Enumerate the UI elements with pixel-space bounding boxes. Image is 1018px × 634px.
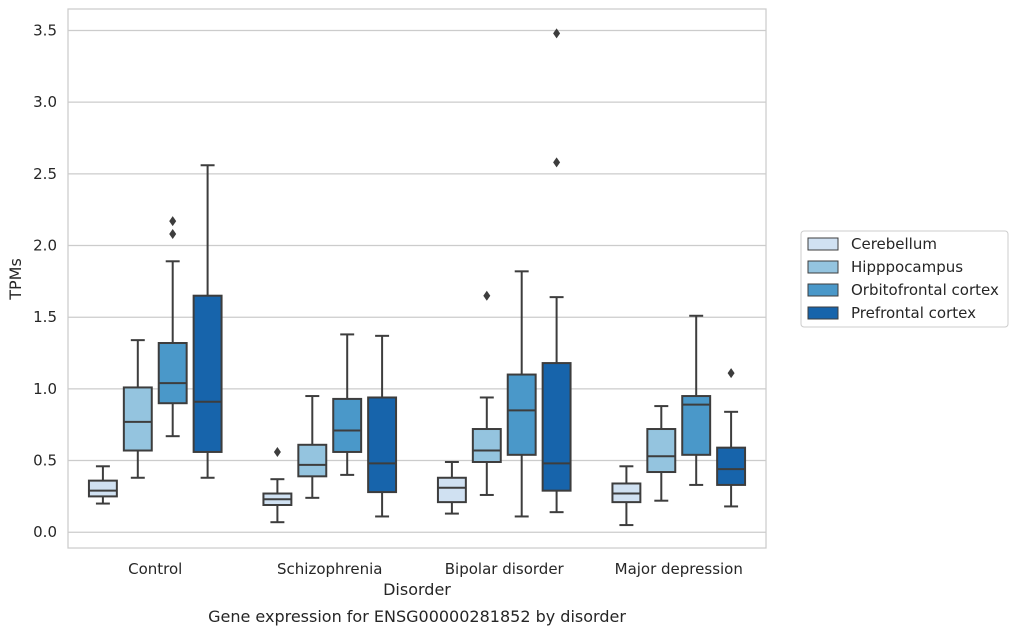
y-tick-label: 1.5 [33, 308, 57, 326]
y-tick-label: 3.0 [33, 93, 57, 111]
box-body [297, 443, 328, 478]
box-0-1 [122, 339, 153, 479]
y-tick-labels: 0.0 0.5 1.0 1.5 2.0 2.5 3.0 3.5 [33, 22, 57, 542]
box-0-0 [87, 465, 118, 505]
legend-swatch [807, 237, 839, 251]
box-3-1 [646, 405, 677, 502]
box-body [646, 428, 677, 474]
box-body [436, 476, 467, 504]
legend-label: Cerebellum [851, 235, 937, 253]
legend-label: Hipppocampus [851, 258, 963, 276]
legend-label: Prefrontal cortex [851, 304, 976, 322]
y-tick-label: 3.5 [33, 22, 57, 40]
x-tick-label: Major depression [615, 560, 743, 578]
x-tick-label: Bipolar disorder [445, 560, 565, 578]
box-body [367, 396, 398, 494]
box-body [87, 479, 118, 498]
legend-swatch [807, 306, 839, 320]
box-1-1 [297, 395, 328, 499]
box-3-3 [716, 368, 747, 508]
legend-label: Orbitofrontal cortex [851, 281, 999, 299]
box-3-0 [611, 465, 642, 527]
outlier-point [553, 28, 561, 39]
box-1-2 [332, 333, 363, 476]
legend-swatch [807, 260, 839, 274]
outlier-point [273, 446, 281, 457]
outlier-point [483, 290, 491, 301]
y-tick-label: 0.5 [33, 452, 57, 470]
box-body [541, 362, 572, 492]
y-tick-label: 0.0 [33, 523, 57, 541]
outlier-point [553, 157, 561, 168]
box-body [332, 397, 363, 453]
box-2-1 [471, 290, 502, 496]
y-tick-label: 1.0 [33, 380, 57, 398]
x-tick-label: Control [128, 560, 182, 578]
x-axis-label: Disorder [383, 580, 451, 599]
box-3-2 [681, 314, 712, 486]
box-body [192, 294, 223, 453]
box-body [681, 395, 712, 456]
outlier-point [169, 229, 177, 240]
outlier-point [727, 368, 735, 379]
box-1-0 [262, 446, 293, 524]
y-tick-label: 2.5 [33, 165, 57, 183]
box-2-2 [506, 270, 537, 518]
box-1-3 [367, 334, 398, 518]
legend: Cerebellum Hipppocampus Orbitofrontal cort… [800, 230, 1009, 328]
box-0-3 [192, 164, 223, 479]
box-2-0 [436, 460, 467, 515]
legend-frame [800, 230, 1009, 328]
x-tick-label: Schizophrenia [277, 560, 382, 578]
box-2-3 [541, 28, 572, 514]
chart-caption: Gene expression for ENSG00000281852 by d… [208, 607, 626, 626]
box-body [471, 428, 502, 463]
box-body [716, 446, 747, 486]
box-body [157, 342, 188, 405]
x-tick-labels: Control Schizophrenia Bipolar disorder Majo… [128, 560, 743, 578]
legend-swatch [807, 283, 839, 297]
plot-frame [67, 8, 767, 549]
y-axis-label: TPMs [6, 258, 25, 301]
box-body [122, 386, 153, 452]
boxes [87, 28, 747, 527]
box-0-2 [157, 216, 188, 438]
outlier-point [169, 216, 177, 227]
y-tick-label: 2.0 [33, 237, 57, 255]
box-body [506, 373, 537, 456]
